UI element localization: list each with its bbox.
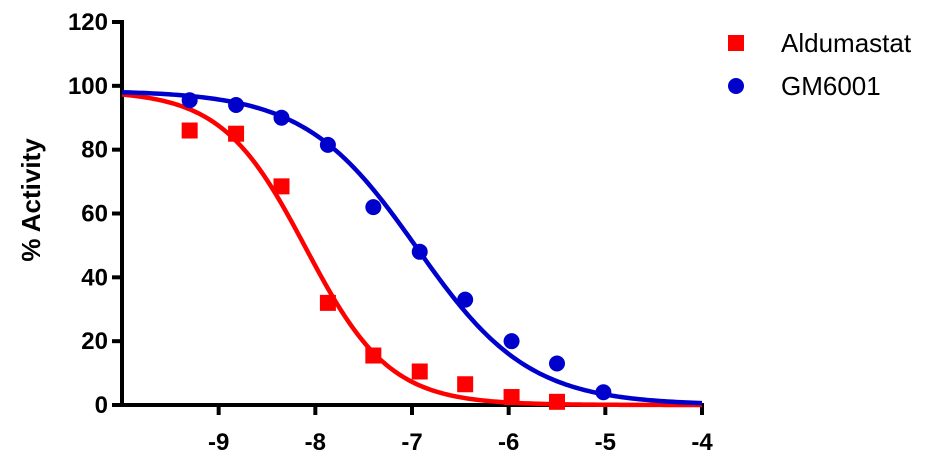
- axes: 0 20 40 60 80 100 120 -9 -8 -7 -6 -5 -4: [68, 9, 713, 456]
- legend-marker-square: [728, 35, 744, 51]
- fit-curve-gm6001: [121, 89, 703, 406]
- legend-label: Aldumastat: [781, 28, 912, 58]
- data-point-square: [273, 178, 290, 195]
- data-point-circle: [503, 333, 520, 350]
- data-point-circle: [457, 291, 474, 308]
- y-axis-title: % Activity: [16, 138, 46, 262]
- y-tick-label: 120: [68, 9, 108, 36]
- y-tick-label: 40: [81, 264, 108, 291]
- x-tick-label: -7: [401, 429, 422, 456]
- y-tick-label: 0: [95, 392, 108, 419]
- fit-curves: [121, 89, 703, 408]
- x-tick-label: -4: [691, 429, 713, 456]
- data-point-circle: [549, 355, 565, 372]
- data-point-circle: [319, 136, 336, 153]
- y-tick-label: 60: [81, 201, 108, 228]
- data-points: [181, 92, 612, 410]
- data-point-square: [549, 393, 565, 410]
- data-point-square: [457, 376, 474, 393]
- x-tick-label: -9: [208, 429, 229, 456]
- x-tick-label: -5: [595, 429, 616, 456]
- data-point-circle: [273, 109, 290, 126]
- legend-marker-circle: [728, 78, 744, 94]
- data-point-square: [503, 389, 520, 406]
- y-tick-label: 80: [81, 137, 108, 164]
- y-tick-label: 100: [68, 73, 108, 100]
- x-tick-label: -8: [305, 429, 326, 456]
- data-point-circle: [411, 243, 428, 260]
- data-point-circle: [181, 92, 198, 109]
- data-point-square: [181, 122, 198, 139]
- data-point-circle: [365, 199, 382, 216]
- data-point-square: [411, 363, 428, 380]
- y-tick-label: 20: [81, 328, 108, 355]
- data-point-square: [365, 347, 382, 364]
- data-point-circle: [595, 384, 612, 401]
- data-point-square: [228, 125, 245, 142]
- x-tick-label: -6: [498, 429, 519, 456]
- legend: Aldumastat GM6001: [728, 28, 912, 101]
- fit-curve-aldumastat: [121, 92, 703, 408]
- data-point-square: [319, 294, 336, 311]
- legend-label: GM6001: [781, 71, 881, 101]
- data-point-circle: [228, 96, 245, 113]
